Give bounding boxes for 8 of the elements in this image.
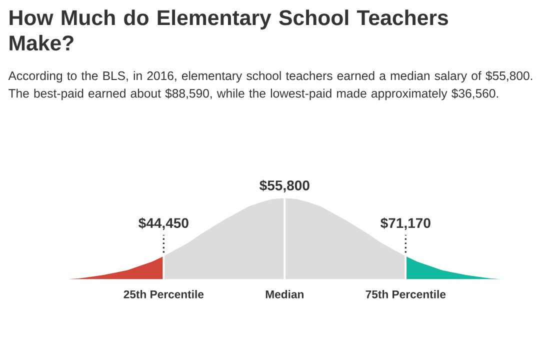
x-tick-label: 75th Percentile [366,290,446,298]
chart-title: How Much do Elementary School Teachers Make? [10,10,448,51]
annotation: $71,170 [380,217,430,230]
chart-subtitle: According to the BLS, in 2016, elementary school teachers earned a median salary of $55,800. The best-paid earned about $88,590, while the lowest-paid made approximately $36,560. [8,70,532,100]
x-tick-label: Median [266,290,304,298]
annotation: $55,800 [260,180,310,192]
x-tick-label: 25th Percentile [124,290,204,298]
annotation: $44,450 [138,217,188,230]
